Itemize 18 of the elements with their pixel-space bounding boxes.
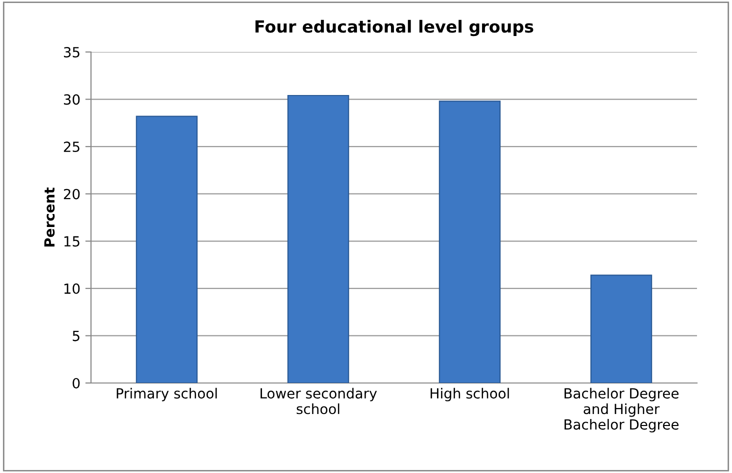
x-tick-label: Lower secondary school	[260, 388, 377, 414]
chart-title: Four educational level groups	[256, 20, 534, 36]
y-tick-label: 15	[64, 236, 80, 247]
y-tick-label: 30	[64, 94, 80, 105]
x-tick-label: High school	[430, 388, 509, 402]
bar	[136, 116, 198, 383]
x-tick-label: Primary school	[116, 388, 217, 402]
bar	[287, 94, 350, 383]
bar	[438, 100, 501, 383]
y-tick-label: 10	[64, 283, 80, 294]
y-tick-label: 35	[64, 46, 80, 58]
y-axis-title: Percent	[44, 188, 55, 247]
y-tick-label: 20	[64, 188, 80, 200]
y-tick-label: 25	[64, 142, 80, 152]
y-tick-label: 0	[72, 378, 80, 388]
bar	[590, 274, 652, 383]
x-tick-label: Bachelor Degree and Higher Bachelor Degree	[564, 388, 679, 432]
y-tick-label: 5	[72, 330, 80, 342]
